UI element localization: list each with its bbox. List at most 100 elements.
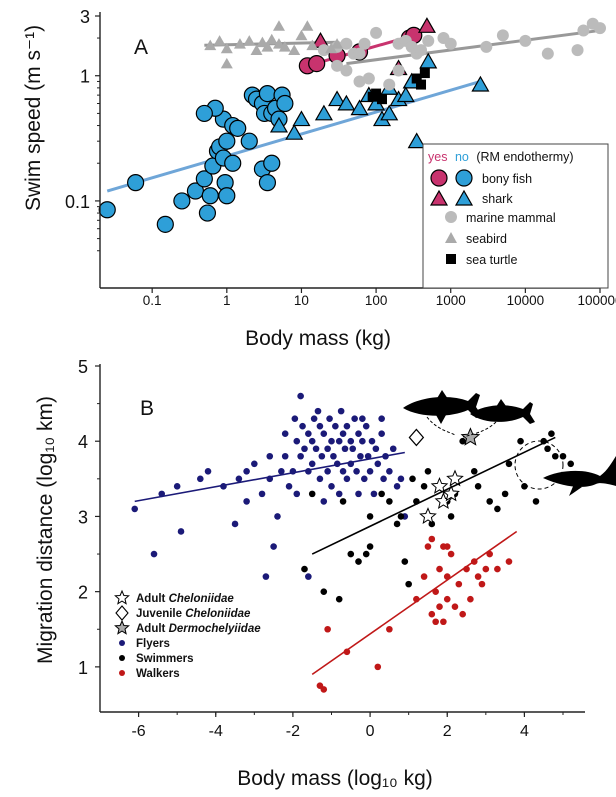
panel-b-point-flyers <box>305 430 312 437</box>
panel-a-point-seabird <box>265 33 278 45</box>
panel-a-point-seabird <box>213 35 226 46</box>
panel-b-point-flyers <box>326 415 333 422</box>
panel-a-point-seabird <box>243 35 256 46</box>
panel-b-y-tick-label: 4 <box>78 432 88 452</box>
panel-a-point-seabird <box>256 36 269 48</box>
panel-b-point-flyers <box>372 445 380 453</box>
panel-b-point-swimmers <box>551 452 559 460</box>
panel-b-point-flyers <box>366 468 374 475</box>
legend-bony-fish-no-marker <box>455 169 473 187</box>
panel-a-x-tick-label: 0.1 <box>143 293 162 308</box>
panel-b-point-swimmers <box>459 437 466 445</box>
panel-b-x-axis-label: Body mass (log₁₀ kg) <box>237 767 433 790</box>
panel-a-x-tick-label: 100000 <box>577 293 616 308</box>
panel-b-point-flyers <box>343 422 351 430</box>
panel-b-y-tick-label: 2 <box>78 583 88 603</box>
panel-b-point-flyers <box>270 543 277 550</box>
panel-b-point-walkers <box>459 610 466 618</box>
panel-b-x-tick-label: 0 <box>366 723 375 740</box>
panel-b-point-walkers <box>343 648 351 656</box>
panel-b-fit-line <box>311 436 556 555</box>
panel-a-point-seabird <box>295 29 308 41</box>
panel-a-point-shark-no <box>396 86 415 103</box>
panel-a-point-marine-mammal <box>358 37 371 50</box>
panel-b-point-walkers <box>420 573 428 580</box>
panel-b-point-flyers <box>355 490 362 498</box>
legend-b-label-italic: Dermochelyiidae <box>169 623 262 635</box>
panel-b-point-walkers <box>320 686 328 693</box>
panel-b-point-flyers <box>393 483 401 490</box>
panel-a-point-seabird <box>306 39 319 51</box>
panel-b-point-swimmers <box>366 543 374 550</box>
panel-b-point-flyers <box>328 437 335 445</box>
panel-a-point-marine-mammal <box>496 29 509 42</box>
panel-a-point-marine-mammal <box>340 37 353 50</box>
panel-b-point-flyers <box>297 392 304 400</box>
panel-a-y-tick-label: 3 <box>80 7 90 27</box>
panel-b-fit-line <box>134 451 405 503</box>
panel-b-point-flyers <box>316 422 324 430</box>
panel-b-point-walkers <box>424 543 432 550</box>
legend-b-label-italic: Cheloniidae <box>169 593 235 605</box>
legend-b-label: Adult Cheloniidae <box>136 593 234 605</box>
panel-b-point-walkers <box>474 573 482 580</box>
panel-b-point-flyers <box>312 445 320 453</box>
panel-b-point-walkers <box>440 618 447 626</box>
panel-b-point-flyers <box>235 475 243 483</box>
tuna-silhouette-icon <box>403 390 482 424</box>
legend-seabird-marker <box>445 232 457 243</box>
panel-a-point-seabird <box>261 41 274 52</box>
panel-b-point-walkers <box>451 603 459 610</box>
panel-a-point-bony-fish-no <box>276 94 294 113</box>
panel-b-point-swimmers <box>567 460 575 468</box>
panel-b-point-flyers <box>281 452 289 460</box>
panel-a-label: A <box>134 36 148 59</box>
panel-b-point-flyers <box>389 445 397 453</box>
legend-b-label-prefix: Adult <box>136 593 169 605</box>
panel-a-x-tick-label: 1000 <box>436 293 466 308</box>
panel-a-point-bony-fish-no <box>173 192 191 210</box>
panel-a-point-bony-fish-yes <box>308 54 326 73</box>
panel-b-x-tick-label: -6 <box>131 723 145 740</box>
panel-a-point-bony-fish-no <box>201 187 219 205</box>
panel-b-point-flyers <box>305 573 312 580</box>
panel-b-point-swimmers <box>501 490 509 498</box>
panel-b-point-flyers <box>353 468 360 475</box>
panel-b-point-flyers <box>266 452 274 460</box>
legend-b-label-prefix: Juvenile <box>136 608 185 620</box>
panel-b-point-flyers <box>397 475 405 483</box>
panel-b-point-swimmers <box>548 430 555 437</box>
panel-a-point-marine-mammal <box>362 72 375 85</box>
panel-b-point-swimmers <box>335 595 343 603</box>
panel-b-point-flyers <box>335 490 343 498</box>
panel-a-point-bony-fish-no <box>218 187 236 205</box>
panel-a-point-marine-mammal <box>415 44 428 57</box>
panel-b-point-adult-dermochelyiidae <box>460 427 481 446</box>
panel-b-point-flyers <box>378 430 385 437</box>
panel-b-point-flyers <box>310 415 318 422</box>
panel-b-point-flyers <box>262 573 270 580</box>
panel-a-point-marine-mammal <box>519 34 532 47</box>
legend-b-label-italic: Cheloniidae <box>185 608 251 620</box>
legend-marine-mammal-marker <box>445 211 457 223</box>
panel-a-point-marine-mammal <box>422 34 435 47</box>
panel-b-point-flyers <box>318 452 326 460</box>
panel-a-axes: 0.1 1 3 0.1 1 10 100 1000 10000 100000 <box>65 7 616 308</box>
panel-a-point-sea-turtle <box>411 73 422 84</box>
panel-a-points <box>98 17 606 233</box>
panel-b-point-swimmers <box>397 513 405 520</box>
panel-b-label: B <box>140 397 154 420</box>
panel-b-point-flyers <box>314 407 322 415</box>
panel-b-point-walkers <box>467 595 474 603</box>
panel-b-point-flyers <box>335 437 343 445</box>
panel-b-point-swimmers <box>362 550 370 558</box>
legend-b-label-prefix: Walkers <box>136 668 180 680</box>
panel-b-point-flyers <box>349 445 357 453</box>
panel-a-legend: yes no (RM endothermy) bony fish shark m… <box>422 143 609 289</box>
panel-a-point-marine-mammal <box>370 26 383 39</box>
legend-sea-turtle-label: sea turtle <box>466 253 517 267</box>
panel-a-x-tick-label: 100 <box>365 293 388 308</box>
panel-a-point-bony-fish-no <box>218 132 236 150</box>
panel-a-point-marine-mammal <box>541 47 554 60</box>
panel-a-point-marine-mammal <box>577 24 590 37</box>
